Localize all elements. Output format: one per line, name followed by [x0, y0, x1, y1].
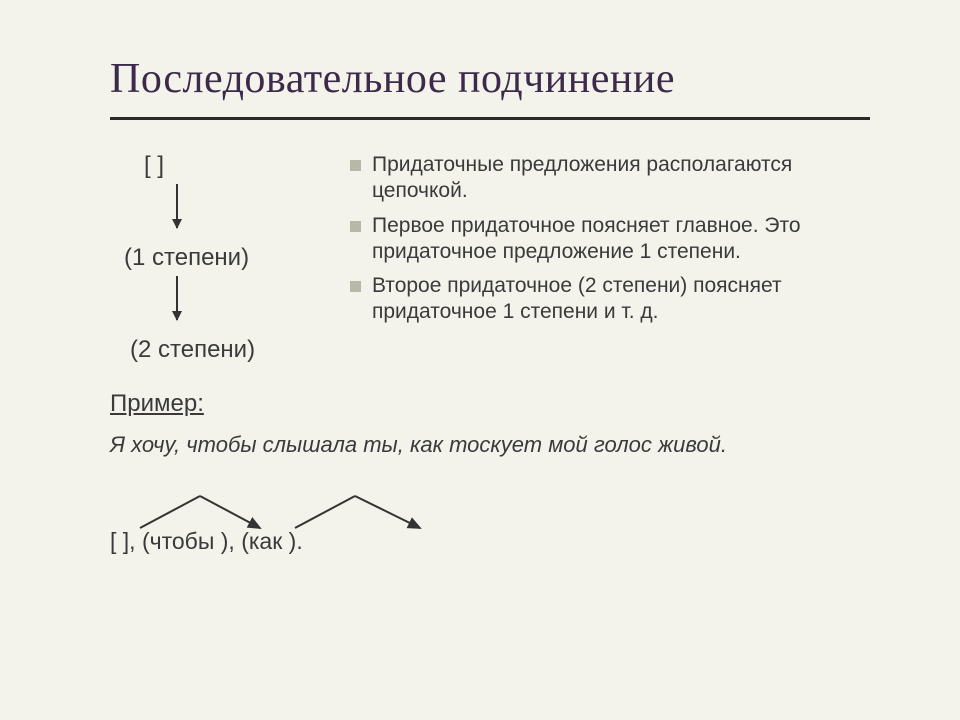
- bullet-item: Первое придаточное поясняет главное. Это…: [350, 213, 870, 266]
- bullet-list: Придаточные предложения располагаются це…: [350, 152, 870, 326]
- diagram-level-1: (1 степени): [122, 240, 330, 276]
- example-label: Пример:: [110, 390, 870, 418]
- content-columns: [ ] (1 степени) (2 степени) Придаточные …: [110, 148, 870, 368]
- title-rule: [110, 117, 870, 120]
- example-sentence: Я хочу, чтобы слышала ты, как тоскует мо…: [110, 432, 870, 458]
- schema-diagram: [ ], (чтобы ), (как ).: [110, 488, 870, 568]
- diagram-level-2: (2 степени): [122, 332, 330, 368]
- arc-1-left: [140, 496, 200, 528]
- diagram-main-clause: [ ]: [122, 148, 330, 184]
- diagram-column: [ ] (1 степени) (2 степени): [110, 148, 330, 368]
- bullet-item: Второе придаточное (2 степени) поясняет …: [350, 273, 870, 326]
- subordination-diagram: [ ] (1 степени) (2 степени): [110, 148, 330, 368]
- slide-title: Последовательное подчинение: [110, 55, 870, 103]
- diagram-arrow-1: [122, 184, 330, 240]
- slide: Последовательное подчинение [ ] (1 степе…: [0, 0, 960, 608]
- bullet-item: Придаточные предложения располагаются це…: [350, 152, 870, 205]
- example-section: Пример: Я хочу, чтобы слышала ты, как то…: [110, 390, 870, 568]
- diagram-arrow-2: [122, 276, 330, 332]
- bullet-column: Придаточные предложения располагаются це…: [350, 148, 870, 368]
- arc-2-right: [355, 496, 420, 528]
- arc-1-right: [200, 496, 260, 528]
- schema-text: [ ], (чтобы ), (как ).: [110, 528, 303, 555]
- arc-2-left: [295, 496, 355, 528]
